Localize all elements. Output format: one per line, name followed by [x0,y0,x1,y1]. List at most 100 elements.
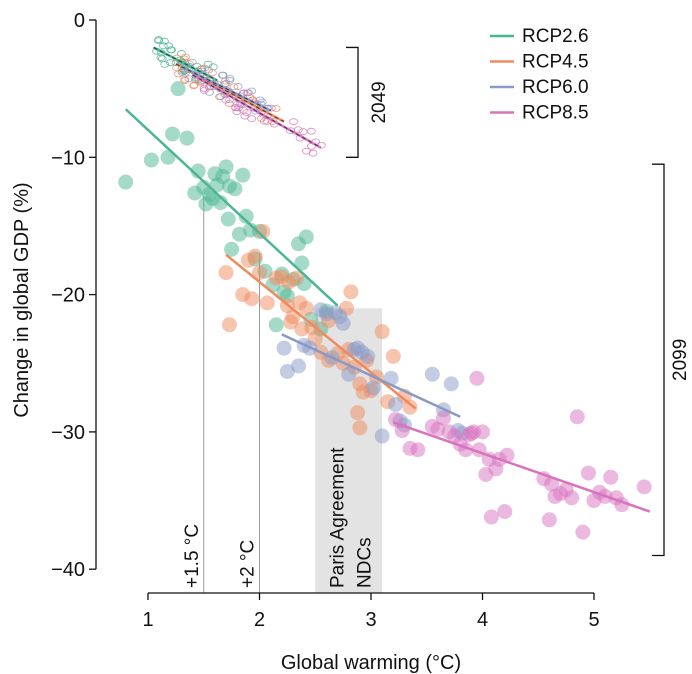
x-axis-title: Global warming (°C) [281,652,461,674]
point-2049-rcp85-9 [234,104,244,112]
point-2049-rcp45-27 [189,82,199,90]
point-2049-rcp60-21 [218,71,228,79]
point-2049-rcp60-5 [187,58,197,66]
legend: RCP2.6 RCP4.5 RCP6.0 RCP8.5 [490,26,589,124]
fit-line-2099-rcp85 [392,421,651,513]
point-2049-rcp85-4 [242,109,252,116]
point-2049-rcp85-28 [298,128,308,136]
point-2099-rcp60-24 [443,376,459,392]
point-2099-rcp45-4 [244,291,260,307]
point-2049-rcp26-34 [165,59,175,67]
point-2099-rcp26-16 [218,159,234,175]
point-2049-rcp45-37 [180,75,190,83]
point-2099-rcp26-35 [294,255,310,271]
point-2099-rcp85-33 [580,465,596,481]
point-2049-rcp85-31 [199,86,209,94]
point-2099-rcp45-8 [259,295,275,311]
point-2099-rcp45-6 [252,265,267,281]
point-2099-rcp85-40 [636,479,652,495]
point-2049-rcp85-21 [293,126,303,134]
reference-label-1-5c: +1.5 °C [182,524,203,588]
point-2099-rcp26-17 [220,211,236,227]
y-tick-label-3: −30 [51,422,85,444]
point-2099-rcp45-18 [298,300,314,316]
point-2099-rcp60-2 [291,358,307,374]
point-2099-rcp85-25 [541,512,557,528]
point-2049-rcp26-21 [154,36,164,43]
x-tick-label-1: 2 [254,609,265,631]
point-2099-rcp85-16 [475,424,490,440]
point-2099-rcp85-3 [410,442,426,458]
point-2099-rcp45-1 [221,317,237,333]
point-2099-rcp26-7 [190,163,206,179]
point-2099-rcp85-23 [499,447,515,463]
point-2049-rcp45-20 [229,83,239,91]
point-2049-rcp60-17 [244,89,253,97]
point-2099-rcp45-29 [350,405,366,421]
point-2099-rcp85-31 [569,409,585,425]
reference-label-2c: +2 °C [238,540,259,588]
point-2099-rcp85-19 [483,509,499,525]
ndcs-label: NDCs [354,537,375,588]
point-2099-rcp45-7 [255,223,271,239]
legend-label-rcp45: RCP4.5 [522,52,589,73]
bracket-label-2099: 2099 [670,339,691,381]
point-2049-rcp85-3 [308,149,318,157]
fit-line-2049-dash-rcp60 [181,66,271,112]
point-2049-rcp60-30 [204,66,214,74]
fit-lines [124,46,651,513]
point-2049-rcp85-33 [289,118,298,126]
point-2049-rcp85-35 [247,115,257,123]
point-2099-rcp26-1 [143,152,159,168]
point-2099-rcp85-37 [603,469,619,485]
fit-line-2099-rcp60 [281,333,461,418]
point-2099-rcp60-1 [279,363,295,379]
point-2049-rcp85-0 [232,108,242,116]
fit-line-2049-dash-rcp26 [153,47,218,81]
bracket-2049 [346,46,359,158]
point-2099-rcp85-26 [544,476,560,492]
legend-label-rcp85: RCP8.5 [522,103,589,124]
point-2099-rcp45-5 [247,248,263,264]
y-axis-ticks: 0 −10 −20 −30 −40 [51,10,96,581]
point-2099-rcp45-35 [374,324,390,340]
point-2049-rcp60-25 [205,88,214,96]
point-2099-rcp85-30 [564,490,580,506]
legend-label-rcp60: RCP6.0 [522,77,589,98]
point-2099-rcp60-16 [365,380,381,396]
fit-line-2049-dash-rcp85 [192,74,322,149]
point-2099-rcp26-3 [165,126,181,142]
point-2099-rcp26-29 [268,317,284,333]
point-2099-rcp60-19 [388,396,404,412]
point-2099-rcp60-11 [341,366,357,382]
point-2099-rcp45-0 [218,265,234,281]
y-tick-label-2: −20 [51,285,85,307]
y-axis-title: Change in global GDP (%) [11,182,33,417]
point-2099-rcp60-22 [424,366,440,382]
point-2099-rcp60-17 [374,428,390,444]
x-tick-label-4: 5 [588,609,599,631]
point-2099-rcp45-39 [402,399,418,415]
point-2049-rcp26-26 [157,55,167,63]
x-tick-label-0: 1 [142,609,153,631]
point-2099-rcp26-5 [179,130,195,146]
point-2099-rcp60-15 [360,348,376,364]
legend-label-rcp26: RCP2.6 [522,26,589,47]
point-2099-rcp26-19 [224,241,240,257]
point-2049-rcp85-37 [221,96,231,104]
point-2099-rcp26-0 [118,174,134,190]
point-2049-rcp60-35 [184,75,194,83]
paris-agreement-label: Paris Agreement [327,447,348,588]
point-2099-rcp85-14 [469,370,485,386]
point-2099-rcp45-37 [385,348,401,364]
y-tick-label-0: 0 [74,10,85,32]
point-2099-rcp26-23 [238,208,254,224]
fit-line-2099-rcp26 [124,108,339,307]
point-2099-rcp85-22 [497,504,513,520]
point-2099-rcp60-0 [276,340,292,356]
point-2099-rcp85-6 [435,410,451,426]
point-2049-rcp60-12 [225,75,235,82]
bracket-2099 [652,163,665,557]
point-2099-rcp85-32 [575,524,591,540]
